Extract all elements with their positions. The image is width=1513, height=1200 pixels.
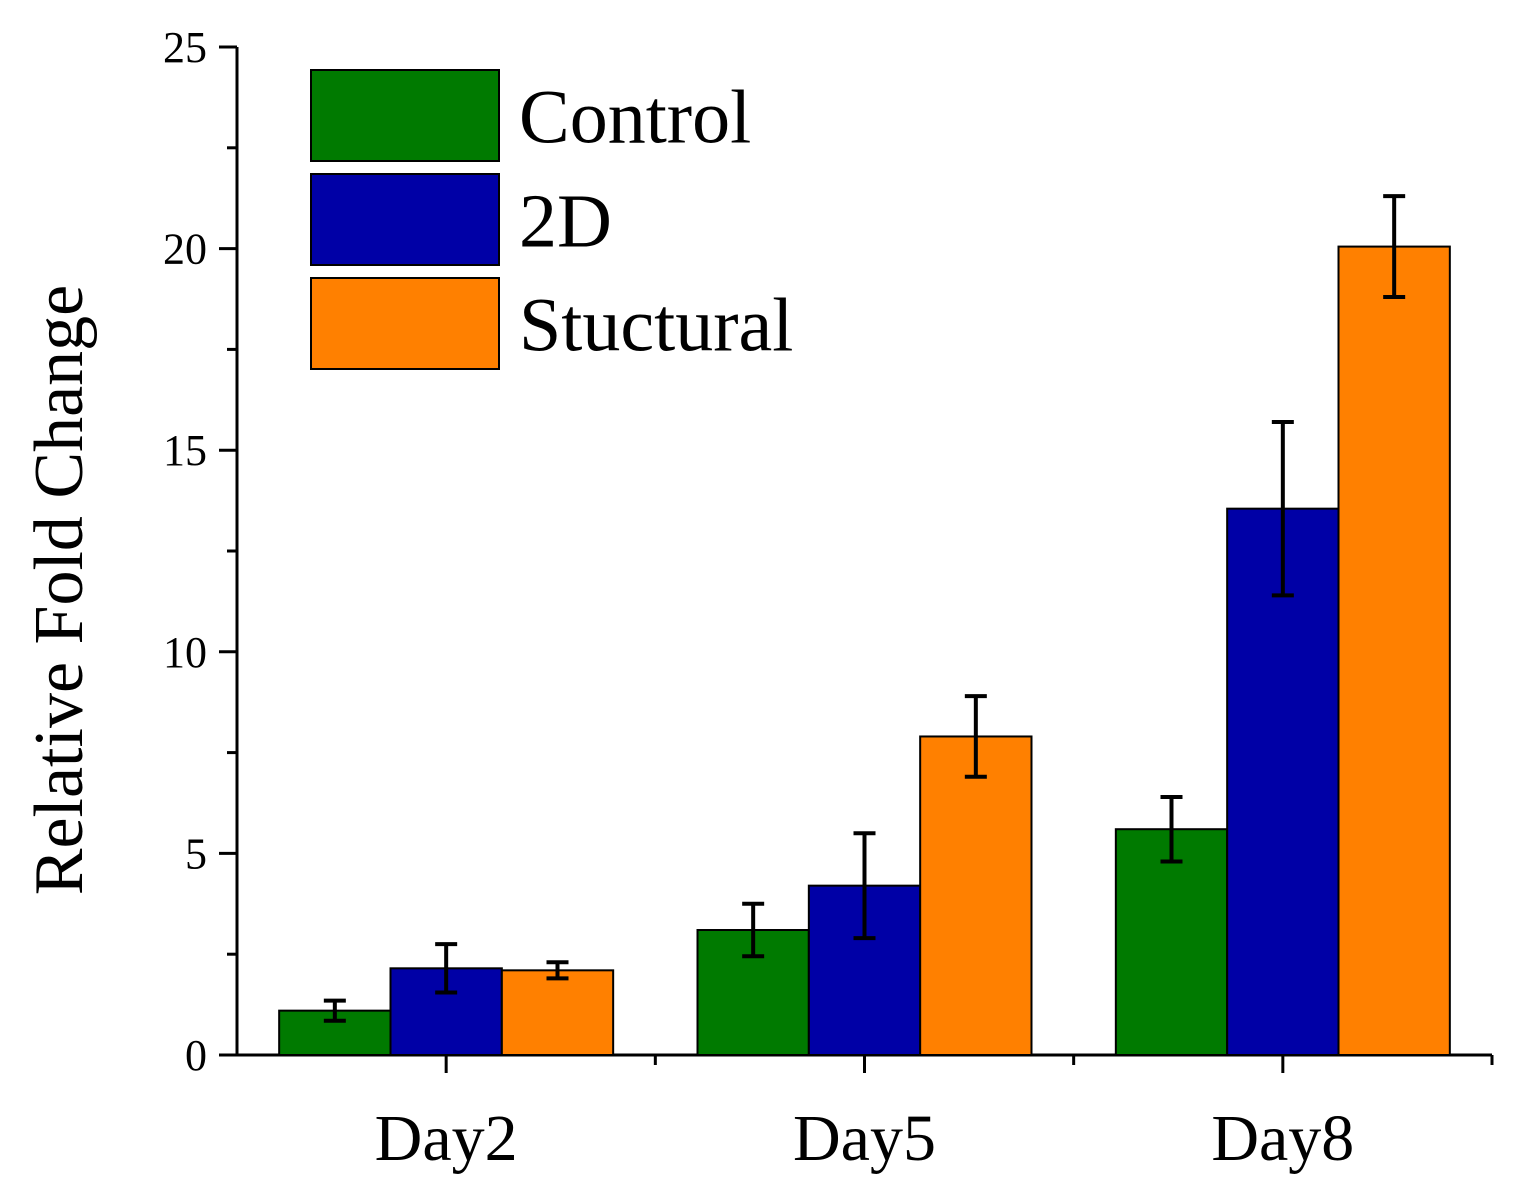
bar-stuctural-day5 [919, 735, 1033, 1056]
legend-label-control: Control [519, 76, 751, 160]
legend-swatch-control [310, 69, 500, 162]
error-bar [853, 831, 876, 941]
error-bar [1271, 419, 1294, 598]
legend: Control 2D Stuctural [310, 69, 793, 370]
error-bar [1383, 194, 1406, 299]
x-tick-label: Day2 [375, 1102, 518, 1175]
y-tick-label: 0 [185, 1031, 207, 1080]
error-bar [964, 694, 987, 779]
error-bar [435, 942, 458, 995]
y-tick-label: 10 [163, 628, 207, 677]
bar-2d-day8 [1226, 507, 1340, 1056]
error-bars [323, 194, 1406, 1023]
legend-swatch-stuctural [310, 277, 500, 370]
y-tick-label: 5 [185, 829, 207, 878]
legend-label-stuctural: Stuctural [519, 284, 793, 368]
error-bar [1160, 794, 1183, 864]
legend-label-2d: 2D [519, 180, 612, 264]
legend-swatch-2d [310, 173, 500, 266]
bar-stuctural-day2 [500, 969, 615, 1056]
bar-control-day8 [1114, 828, 1229, 1057]
bar-stuctural-day8 [1337, 245, 1451, 1057]
y-tick-label: 15 [163, 426, 207, 475]
y-tick-label: 20 [163, 225, 207, 274]
y-tick-label: 25 [163, 23, 207, 72]
error-bar [323, 998, 346, 1023]
error-bar [742, 901, 765, 959]
error-bar [546, 960, 569, 981]
y-axis-title: Relative Fold Change [21, 285, 98, 895]
y-axis: 0 5 10 15 20 25 [163, 23, 239, 1080]
x-axis: Day2 Day5 Day8 [237, 1053, 1494, 1175]
x-tick-label: Day8 [1211, 1102, 1354, 1175]
x-tick-label: Day5 [793, 1102, 936, 1175]
